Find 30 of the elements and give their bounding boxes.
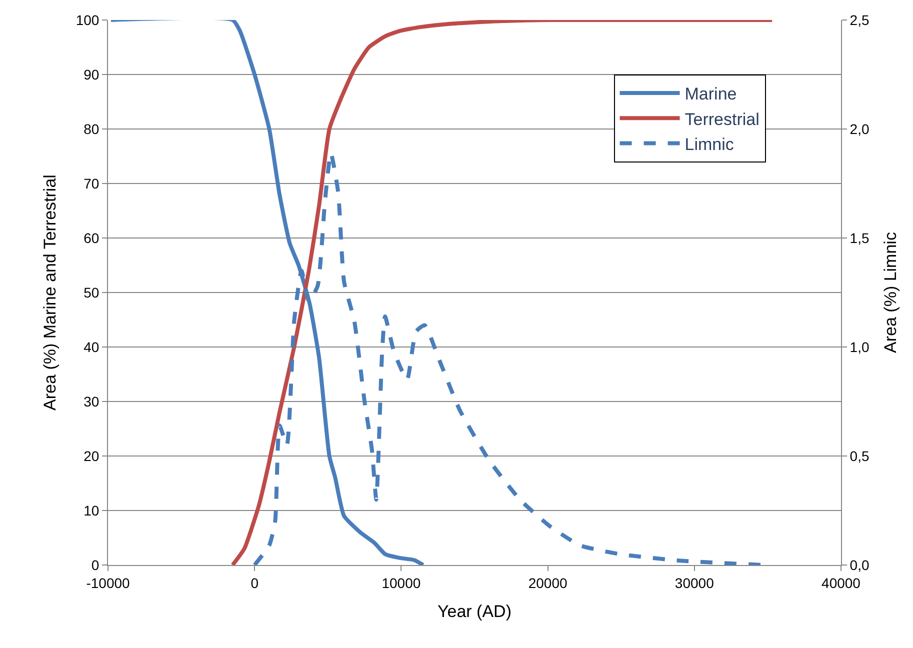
y2-tick-label: 0,5 xyxy=(850,448,870,464)
x-tick-label: 10000 xyxy=(382,574,421,591)
y2-tick-label: 2,5 xyxy=(850,12,870,28)
y-tick-label: 100 xyxy=(76,12,100,28)
y2-tick-label: 1,5 xyxy=(850,230,870,246)
y-tick-label: 40 xyxy=(84,338,100,355)
x-tick-label: 30000 xyxy=(674,574,714,591)
legend-label: Marine xyxy=(684,84,737,104)
y-tick-label: 80 xyxy=(84,120,100,137)
legend-label: Limnic xyxy=(684,134,734,154)
y-tick-label: 10 xyxy=(84,502,100,518)
x-tick-label: 20000 xyxy=(528,574,568,591)
x-axis-title: Year (AD) xyxy=(437,602,512,622)
x-tick-label: -10000 xyxy=(86,574,130,591)
legend-label: Terrestrial xyxy=(684,110,760,129)
y-tick-label: 50 xyxy=(84,284,100,300)
y-tick-label: 20 xyxy=(84,448,100,464)
y-tick-label: 60 xyxy=(84,230,100,246)
y-axis-title: Area (%) Marine and Terrestrial xyxy=(40,174,60,410)
x-tick-label: 0 xyxy=(250,574,259,591)
y-tick-label: 90 xyxy=(84,66,100,82)
y2-tick-label: 0,0 xyxy=(850,556,870,573)
y-tick-label: 30 xyxy=(84,393,100,410)
y-tick-label: 70 xyxy=(84,175,100,192)
line-series xyxy=(230,20,774,565)
x-tick-label: 40000 xyxy=(822,574,861,591)
y2-axis-title: Area (%) Limnic xyxy=(880,232,900,353)
y2-tick-label: 1,0 xyxy=(850,338,870,355)
y-tick-label: 0 xyxy=(91,556,100,573)
y2-tick-label: 2,0 xyxy=(850,120,870,137)
